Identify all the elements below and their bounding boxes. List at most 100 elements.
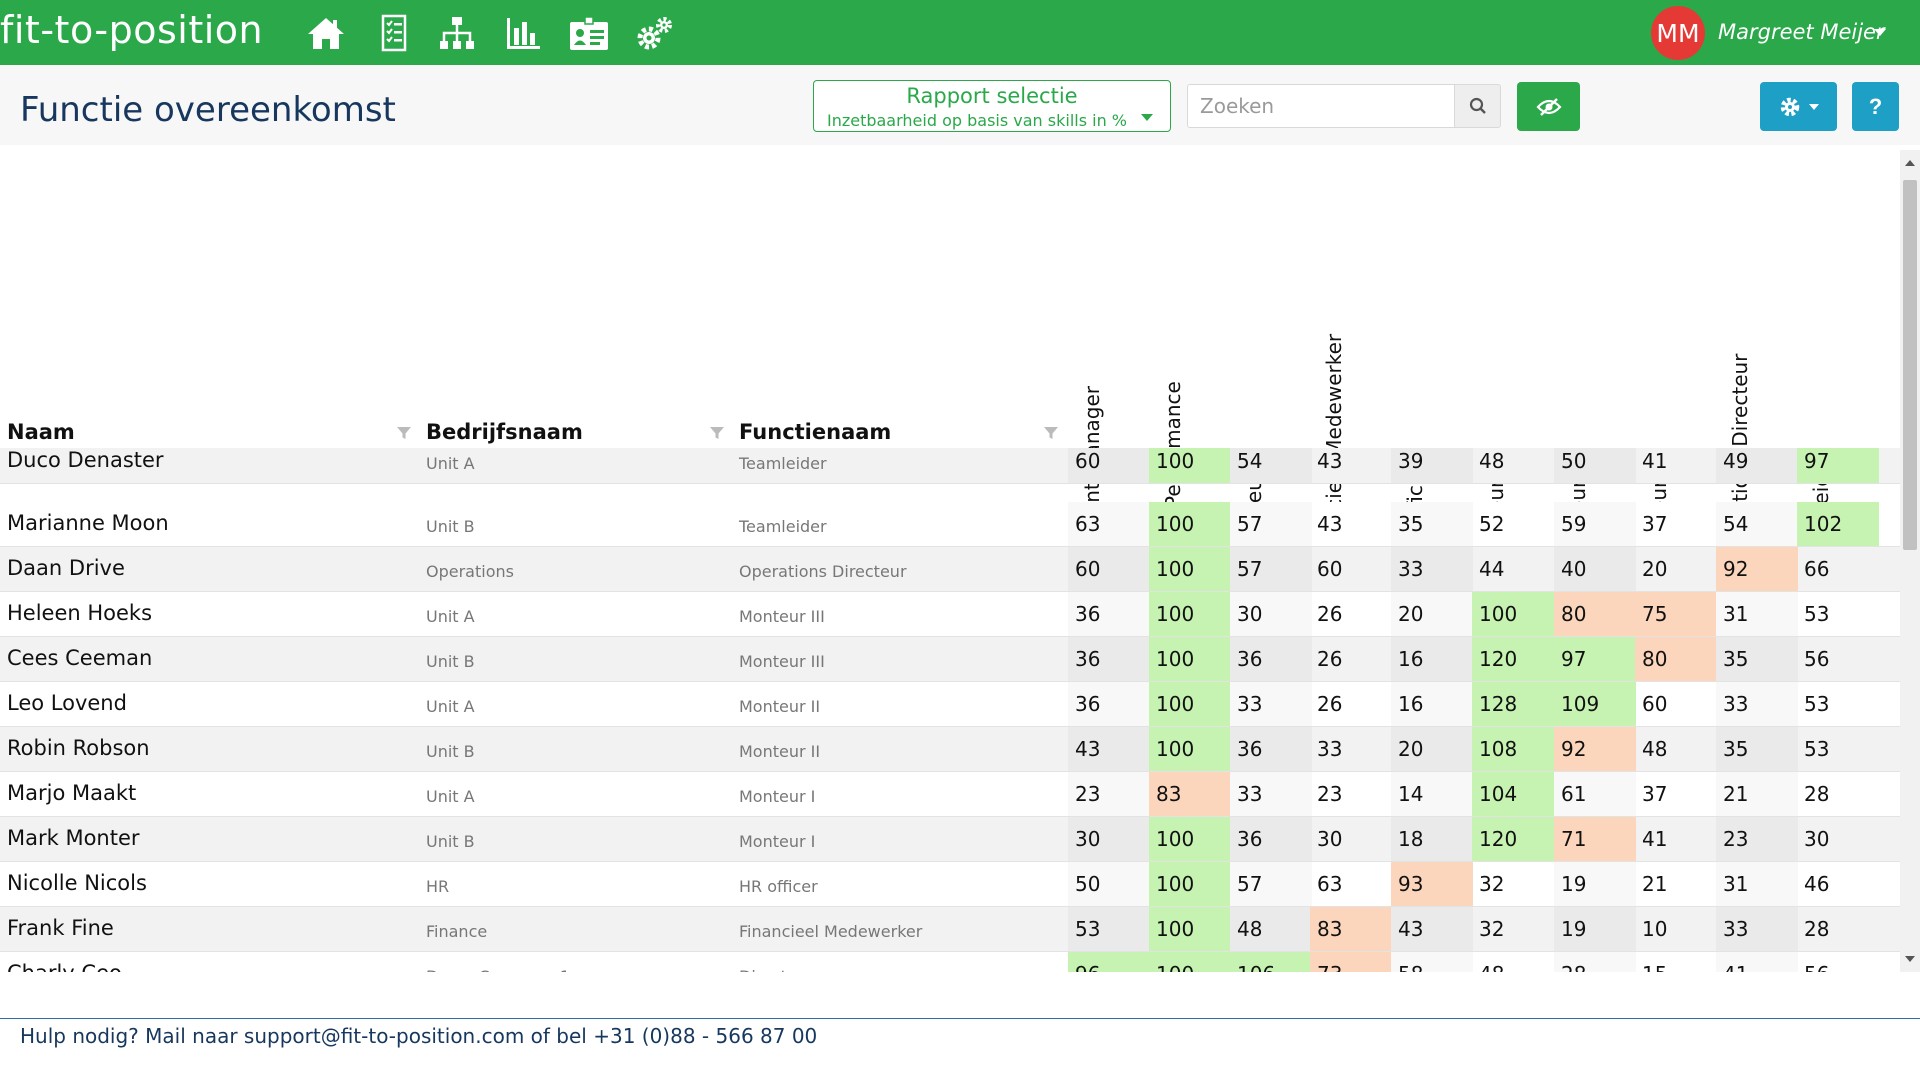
cell-naam: Nicolle Nicols — [7, 871, 147, 895]
score-cell: 36 — [1230, 817, 1312, 861]
score-cell: 100 — [1149, 592, 1231, 636]
score-cell: 53 — [1804, 692, 1830, 716]
scroll-down-icon[interactable] — [1905, 956, 1915, 962]
score-cell: 61 — [1554, 772, 1636, 816]
score-cell: 21 — [1642, 872, 1668, 896]
table-row[interactable]: Marianne Moon Unit B Teamleider 63 100 57 43 35… — [0, 502, 1900, 547]
filter-icon[interactable] — [396, 425, 412, 441]
score-cell: 20 — [1391, 592, 1473, 636]
gear-icon — [1780, 97, 1799, 116]
table-row[interactable]: Nicolle Nicols HR HR officer 50 100 57 63 93 32 1… — [0, 862, 1900, 907]
user-menu[interactable]: Margreet Meijer — [1718, 20, 1885, 44]
score-cell: 83 — [1310, 907, 1392, 951]
table-row[interactable]: Leo Lovend Unit A Monteur II 36 100 33 26 16 128… — [0, 682, 1900, 727]
column-header-naam[interactable]: Naam — [7, 420, 75, 444]
table-row[interactable]: Frank Fine Finance Financieel Medewerker 53… — [0, 907, 1900, 952]
score-cell: 39 — [1391, 448, 1473, 483]
toggle-visibility-button[interactable] — [1517, 82, 1580, 131]
scroll-up-icon[interactable] — [1905, 160, 1915, 166]
table-row[interactable]: Mark Monter Unit B Monteur I 30 100 36 30 18 120… — [0, 817, 1900, 862]
table-row[interactable]: Daan Drive Operations Operations Directeur… — [0, 547, 1900, 592]
table-row[interactable]: Heleen Hoeks Unit A Monteur III 36 100 30 26 20… — [0, 592, 1900, 637]
filter-icon[interactable] — [1043, 425, 1059, 441]
cell-bedrijfsnaam: Demo Company 1 — [426, 967, 570, 972]
score-cell: 53 — [1068, 907, 1150, 951]
filter-icon[interactable] — [709, 425, 725, 441]
score-cell: 35 — [1716, 727, 1798, 771]
caret-down-icon[interactable] — [1874, 29, 1886, 36]
column-header-bedrijfsnaam[interactable]: Bedrijfsnaam — [426, 420, 583, 444]
score-cell: 43 — [1068, 727, 1150, 771]
score-cell: 100 — [1149, 817, 1231, 861]
table-scrollbar[interactable] — [1900, 150, 1920, 972]
rapport-selectie-label: Rapport selectie — [906, 84, 1078, 108]
score-cell: 93 — [1391, 862, 1473, 906]
table-row[interactable]: Marjo Maakt Unit A Monteur I 23 83 33 23 14 104 6… — [0, 772, 1900, 817]
column-header-functienaam[interactable]: Functienaam — [739, 420, 892, 444]
cell-naam: Marjo Maakt — [7, 781, 137, 805]
score-cell: 48 — [1479, 449, 1505, 473]
score-cell: 100 — [1149, 448, 1231, 483]
score-cell: 30 — [1068, 817, 1150, 861]
score-cell: 23 — [1068, 772, 1150, 816]
table-row[interactable]: Charly Ceo Demo Company 1 Directeur 9610010… — [0, 952, 1900, 972]
score-cell: 16 — [1391, 637, 1473, 681]
checklist-icon[interactable] — [374, 14, 414, 52]
score-cell: 43 — [1317, 512, 1343, 536]
cell-functienaam: Directeur — [739, 967, 813, 972]
score-cell: 36 — [1068, 682, 1150, 726]
home-icon[interactable] — [306, 14, 346, 52]
score-cell: 18 — [1391, 817, 1473, 861]
app-logo[interactable]: fit-to-position — [0, 8, 264, 52]
cell-bedrijfsnaam: Finance — [426, 922, 488, 941]
score-cell: 97 — [1554, 637, 1636, 681]
score-cell: 20 — [1391, 727, 1473, 771]
cell-naam: Robin Robson — [7, 736, 150, 760]
score-cell: 19 — [1554, 907, 1636, 951]
page-title: Functie overeenkomst — [20, 90, 396, 130]
search-button[interactable] — [1454, 84, 1501, 128]
table-row[interactable]: Cees Ceeman Unit B Monteur III 36 100 36 26 16 1… — [0, 637, 1900, 682]
score-cell: 100 — [1149, 682, 1231, 726]
cogs-icon[interactable] — [635, 14, 675, 52]
caret-down-icon — [1808, 103, 1819, 110]
score-cell: 28 — [1804, 917, 1830, 941]
score-cell: 108 — [1472, 727, 1554, 771]
score-cell: 59 — [1554, 502, 1636, 546]
score-cell: 30 — [1230, 592, 1312, 636]
rapport-selectie-dropdown[interactable]: Rapport selectie Inzetbaarheid op basis … — [813, 80, 1171, 132]
score-cell: 100 — [1149, 637, 1231, 681]
score-cell: 71 — [1554, 817, 1636, 861]
score-cell: 100 — [1149, 727, 1231, 771]
table-row[interactable]: Robin Robson Unit B Monteur II 43 100 36 33 20 1… — [0, 727, 1900, 772]
score-cell: 50 — [1068, 862, 1150, 906]
settings-dropdown-button[interactable] — [1760, 82, 1837, 131]
cell-functienaam: Monteur II — [739, 697, 821, 716]
score-cell: 100 — [1149, 907, 1231, 951]
score-cell: 58 — [1391, 952, 1473, 972]
score-cell: 60 — [1317, 557, 1343, 581]
help-button[interactable]: ? — [1852, 82, 1899, 131]
cell-functienaam: Financieel Medewerker — [739, 922, 923, 941]
cell-naam: Heleen Hoeks — [7, 601, 153, 625]
org-chart-icon[interactable] — [437, 14, 477, 52]
score-cell: 56 — [1797, 952, 1879, 972]
user-avatar[interactable]: MM — [1651, 6, 1705, 60]
score-cell: 104 — [1472, 772, 1554, 816]
score-cell: 37 — [1642, 782, 1668, 806]
score-cell: 43 — [1317, 449, 1343, 473]
score-cell: 102 — [1797, 502, 1879, 546]
cell-functienaam: Monteur I — [739, 832, 816, 851]
score-cell: 32 — [1479, 872, 1505, 896]
scrollbar-thumb[interactable] — [1903, 180, 1917, 550]
bar-chart-icon[interactable] — [503, 14, 543, 52]
cell-bedrijfsnaam: Unit A — [426, 454, 475, 473]
table-row[interactable]: Duco Denaster Unit A Teamleider 60 100 54 43 39… — [0, 448, 1900, 484]
score-cell: 26 — [1317, 647, 1343, 671]
score-cell: 26 — [1317, 602, 1343, 626]
cell-bedrijfsnaam: Unit B — [426, 517, 475, 536]
score-cell: 60 — [1642, 692, 1668, 716]
score-cell: 33 — [1230, 772, 1312, 816]
id-card-icon[interactable] — [569, 14, 609, 52]
search-input[interactable] — [1187, 84, 1454, 128]
